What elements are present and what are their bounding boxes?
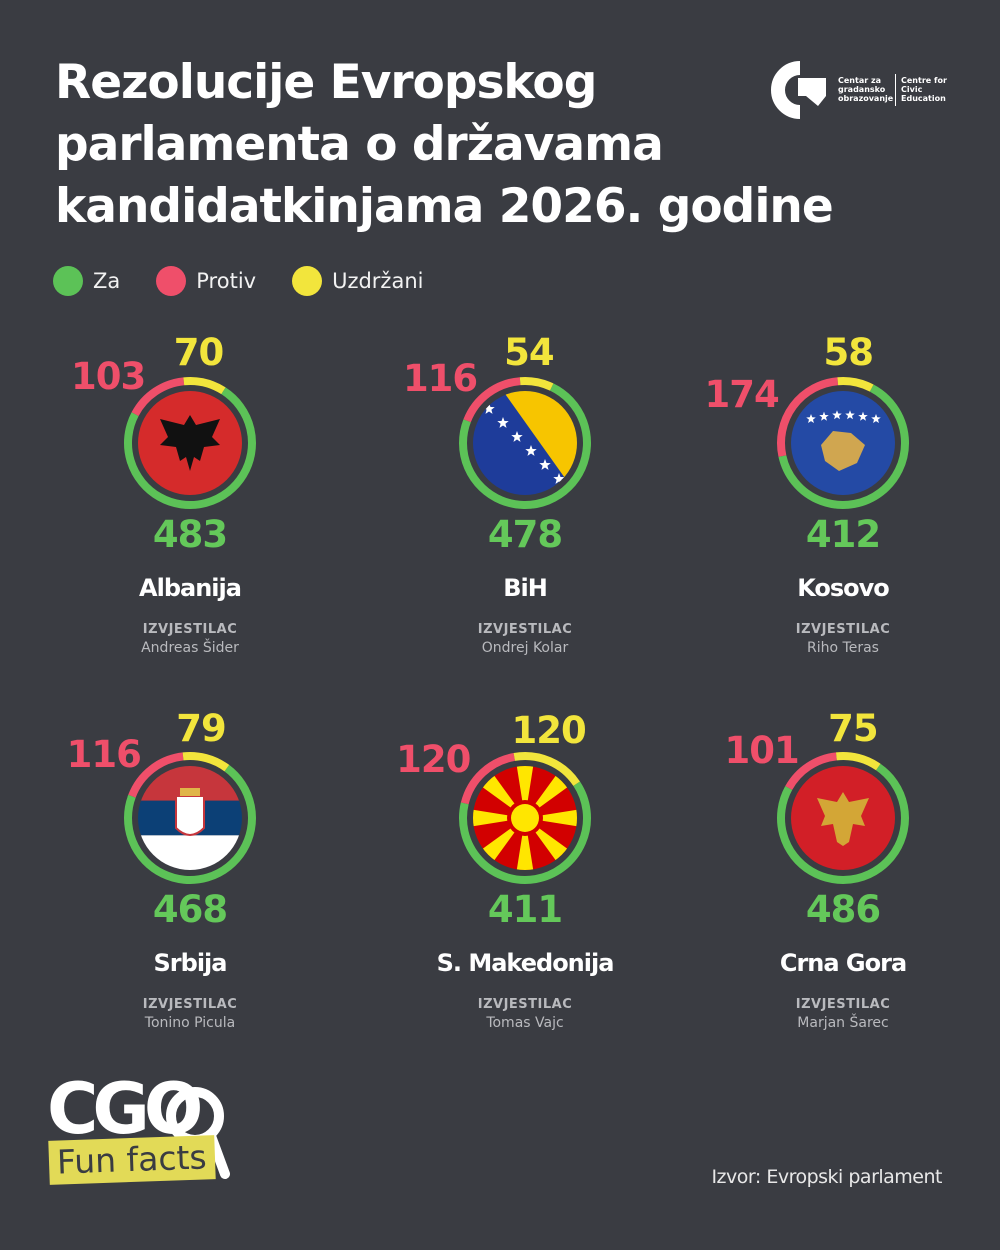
donut-segment-for bbox=[777, 763, 909, 884]
donut-segment-against bbox=[463, 377, 521, 423]
value-for: 486 bbox=[805, 888, 881, 931]
legend-item-abstain: Uzdržani bbox=[292, 266, 423, 296]
value-for: 412 bbox=[805, 513, 881, 556]
rapporteur-name: Riho Teras bbox=[807, 640, 879, 656]
value-against: 116 bbox=[402, 356, 478, 400]
cgo-logo: Centar za gradansko obrazovanje Centre f… bbox=[768, 60, 958, 120]
donut-segment-abstain bbox=[182, 752, 230, 772]
rapporteur-name: Andreas Šider bbox=[141, 640, 239, 656]
donut-segment-abstain bbox=[835, 752, 881, 771]
flag-kosovo bbox=[791, 391, 895, 495]
country-card: 120 120 411 S. Makedonija IZVJESTILAC Tomas V… bbox=[375, 709, 675, 1045]
legend: Za Protiv Uzdržani bbox=[53, 266, 459, 296]
flag-north-macedonia bbox=[473, 766, 577, 870]
donut-segment-abstain bbox=[513, 752, 580, 787]
rapporteur-label: IZVJESTILAC bbox=[477, 997, 573, 1012]
donut-chart bbox=[777, 752, 909, 884]
donut-chart bbox=[459, 752, 591, 884]
rapporteur-label: IZVJESTILAC bbox=[477, 622, 573, 637]
legend-label-against: Protiv bbox=[196, 269, 257, 293]
source-note: Izvor: Evropski parlament bbox=[711, 1166, 942, 1188]
value-against: 174 bbox=[704, 373, 779, 417]
value-abstain: 120 bbox=[511, 709, 587, 753]
country-name: Srbija bbox=[153, 949, 228, 977]
donut-segment-for bbox=[778, 384, 909, 509]
rapporteur-name: Tomas Vajc bbox=[486, 1015, 564, 1031]
country-card: 75 101 486 Crna Gora IZVJESTILAC Marjan Šarec bbox=[693, 707, 993, 1045]
donut-segment-against bbox=[785, 752, 837, 791]
value-abstain: 79 bbox=[176, 706, 227, 750]
flag-montenegro bbox=[791, 766, 895, 870]
logo-text-english: Centre for Civic Education bbox=[901, 76, 947, 103]
donut-chart bbox=[124, 377, 256, 509]
logo-text-local: Centar za gradansko obrazovanje bbox=[838, 76, 894, 103]
donut-segment-against bbox=[128, 752, 184, 798]
donut-segment-abstain bbox=[519, 377, 554, 391]
value-abstain: 70 bbox=[173, 331, 225, 375]
rapporteur-label: IZVJESTILAC bbox=[142, 622, 238, 637]
donut-chart bbox=[124, 752, 256, 884]
value-for: 468 bbox=[152, 888, 228, 931]
logo-divider bbox=[895, 74, 896, 106]
country-name: Albanija bbox=[139, 574, 242, 602]
flag-bih bbox=[473, 391, 577, 495]
country-name: Crna Gora bbox=[779, 949, 907, 977]
cgo-logo-icon bbox=[771, 61, 826, 119]
donut-segment-against bbox=[131, 377, 185, 417]
value-for: 478 bbox=[487, 513, 563, 556]
legend-label-abstain: Uzdržani bbox=[332, 269, 424, 293]
legend-dot-for bbox=[53, 266, 83, 296]
donut-chart bbox=[459, 377, 591, 509]
flag-serbia bbox=[138, 766, 242, 870]
value-against: 103 bbox=[71, 354, 146, 398]
donut-segment-for bbox=[124, 387, 256, 509]
legend-label-for: Za bbox=[93, 269, 121, 293]
donut-segment-against bbox=[777, 377, 839, 457]
value-abstain: 54 bbox=[504, 331, 555, 375]
donut-segment-for bbox=[459, 383, 591, 509]
country-name: Kosovo bbox=[797, 574, 890, 602]
rapporteur-name: Marjan Šarec bbox=[797, 1015, 889, 1031]
rapporteur-name: Ondrej Kolar bbox=[481, 640, 569, 656]
value-for: 411 bbox=[487, 888, 563, 931]
donut-segment-abstain bbox=[183, 377, 226, 395]
donut-segment-abstain bbox=[837, 377, 874, 392]
country-card: 70 103 483 Albanija IZVJESTILAC Andreas Šider bbox=[40, 331, 340, 670]
donut-segment-for bbox=[459, 781, 591, 884]
value-against: 101 bbox=[724, 729, 800, 773]
value-against: 120 bbox=[396, 737, 471, 781]
rapporteur-label: IZVJESTILAC bbox=[795, 997, 891, 1012]
country-card: 58 174 412 Kosovo IZVJESTILAC Riho Teras bbox=[693, 331, 993, 670]
fun-facts-label: Fun facts bbox=[48, 1135, 216, 1185]
value-for: 483 bbox=[152, 513, 228, 556]
legend-dot-against bbox=[156, 266, 187, 296]
country-name: S. Makedonija bbox=[436, 949, 615, 977]
legend-item-for: Za bbox=[53, 266, 120, 296]
legend-dot-abstain bbox=[292, 266, 323, 296]
cgo-fun-facts-badge: CGO Fun facts bbox=[45, 1068, 245, 1190]
flag-albania bbox=[138, 391, 242, 495]
country-name: BiH bbox=[503, 574, 548, 602]
donut-segment-for bbox=[124, 764, 256, 884]
value-against: 116 bbox=[66, 732, 142, 776]
country-card: 54 116 478 BiH IZVJESTILAC Ondrej Kolar bbox=[375, 331, 675, 670]
rapporteur-label: IZVJESTILAC bbox=[142, 997, 238, 1012]
value-abstain: 58 bbox=[823, 331, 875, 375]
donut-segment-against bbox=[460, 752, 516, 805]
rapporteur-name: Tonino Picula bbox=[144, 1015, 236, 1031]
donut-chart bbox=[777, 377, 909, 509]
value-abstain: 75 bbox=[828, 706, 879, 750]
page-title: Rezolucije Evropskog parlamenta o država… bbox=[55, 55, 834, 234]
legend-item-against: Protiv bbox=[156, 266, 256, 296]
rapporteur-label: IZVJESTILAC bbox=[795, 622, 891, 637]
country-card: 79 116 468 Srbija IZVJESTILAC Tonino Picula bbox=[40, 707, 340, 1045]
